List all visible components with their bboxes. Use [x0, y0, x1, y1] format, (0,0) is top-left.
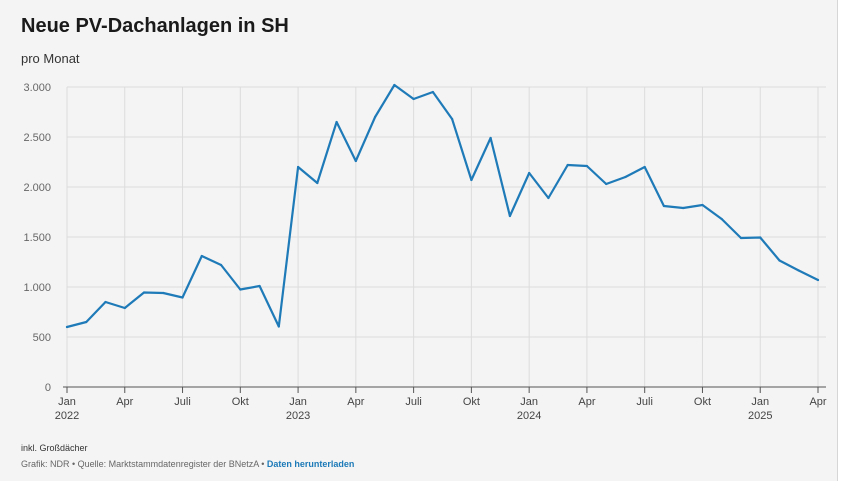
- data-point: [335, 120, 338, 124]
- data-point: [316, 181, 319, 185]
- data-point: [643, 165, 646, 169]
- x-tick-label: Apr: [809, 396, 826, 408]
- data-point: [451, 117, 454, 121]
- data-point: [720, 217, 723, 221]
- data-point: [624, 175, 627, 179]
- data-point: [489, 136, 492, 140]
- data-point: [739, 236, 743, 240]
- x-tick-label: Jan: [58, 396, 76, 408]
- x-tick-label: Apr: [578, 396, 595, 408]
- x-tick-label: Apr: [116, 396, 133, 408]
- data-point: [412, 97, 415, 101]
- data-point: [85, 320, 88, 324]
- download-data-link[interactable]: Daten herunterladen: [266, 459, 355, 469]
- gridlines: [66, 86, 826, 387]
- series-line: [65, 83, 820, 329]
- data-point: [508, 214, 511, 218]
- data-point: [528, 171, 531, 175]
- data-point: [219, 263, 223, 267]
- source-line: Grafik: NDR • Quelle: Marktstammdatenreg…: [21, 459, 354, 469]
- data-point: [585, 164, 589, 168]
- y-axis: 0 500 1.000 1.500 2.000 2.500 3.000: [23, 82, 51, 394]
- x-tick-label: Okt: [694, 396, 711, 408]
- data-point: [354, 159, 357, 163]
- data-point: [759, 236, 762, 239]
- data-point: [123, 306, 126, 310]
- data-point: [258, 284, 261, 288]
- x-year-label: 2025: [748, 410, 772, 422]
- data-point: [797, 269, 800, 272]
- data-point: [566, 163, 569, 167]
- footnote: inkl. Großdächer: [21, 443, 88, 453]
- x-tick-label: Juli: [405, 396, 422, 408]
- x-tick-label: Okt: [463, 396, 480, 408]
- data-point: [431, 90, 434, 94]
- line-chart: 0 500 1.000 1.500 2.000 2.500 3.000 Jan 2022 Apr…: [23, 82, 827, 422]
- source-credit: Grafik: NDR • Quelle: Marktstammdatenreg…: [21, 459, 265, 469]
- x-tick-label: Jan: [520, 396, 538, 408]
- chart-subtitle: pro Monat: [21, 51, 80, 66]
- x-axis: Jan 2022 Apr Juli Okt Jan 2023 Apr Juli Okt Jan 202…: [55, 386, 827, 422]
- x-year-label: 2023: [286, 410, 310, 422]
- data-point: [296, 165, 300, 169]
- data-point: [65, 325, 69, 329]
- data-point: [778, 259, 781, 262]
- y-tick-label: 0: [45, 382, 51, 394]
- data-point: [142, 291, 146, 294]
- data-point: [181, 296, 184, 299]
- y-tick-label: 2.000: [23, 182, 51, 194]
- series-layer: [65, 83, 820, 329]
- x-tick-label: Apr: [347, 396, 364, 408]
- x-tick-label: Okt: [232, 396, 249, 408]
- data-point: [701, 203, 704, 207]
- data-point: [104, 300, 107, 304]
- data-point: [162, 291, 165, 295]
- data-point: [470, 178, 473, 182]
- data-point: [662, 204, 666, 208]
- data-point: [393, 83, 396, 87]
- x-year-label: 2022: [55, 410, 79, 422]
- data-point: [200, 254, 203, 258]
- data-point: [682, 206, 685, 210]
- data-point: [277, 325, 280, 328]
- x-tick-label: Juli: [636, 396, 653, 408]
- y-tick-label: 1.500: [23, 232, 51, 244]
- chart-card: Neue PV-Dachanlagen in SH pro Monat 0 500…: [0, 0, 838, 481]
- data-point: [239, 288, 242, 291]
- y-tick-label: 500: [33, 332, 51, 344]
- x-tick-label: Jan: [751, 396, 769, 408]
- y-tick-label: 1.000: [23, 282, 51, 294]
- data-point: [374, 115, 377, 119]
- y-tick-label: 2.500: [23, 132, 51, 144]
- y-tick-label: 3.000: [23, 82, 51, 94]
- data-point: [605, 182, 608, 186]
- x-year-label: 2024: [517, 410, 541, 422]
- x-tick-label: Juli: [174, 396, 191, 408]
- chart-title: Neue PV-Dachanlagen in SH: [21, 15, 289, 37]
- x-tick-label: Jan: [289, 396, 307, 408]
- data-point: [547, 196, 550, 200]
- data-point: [816, 278, 820, 282]
